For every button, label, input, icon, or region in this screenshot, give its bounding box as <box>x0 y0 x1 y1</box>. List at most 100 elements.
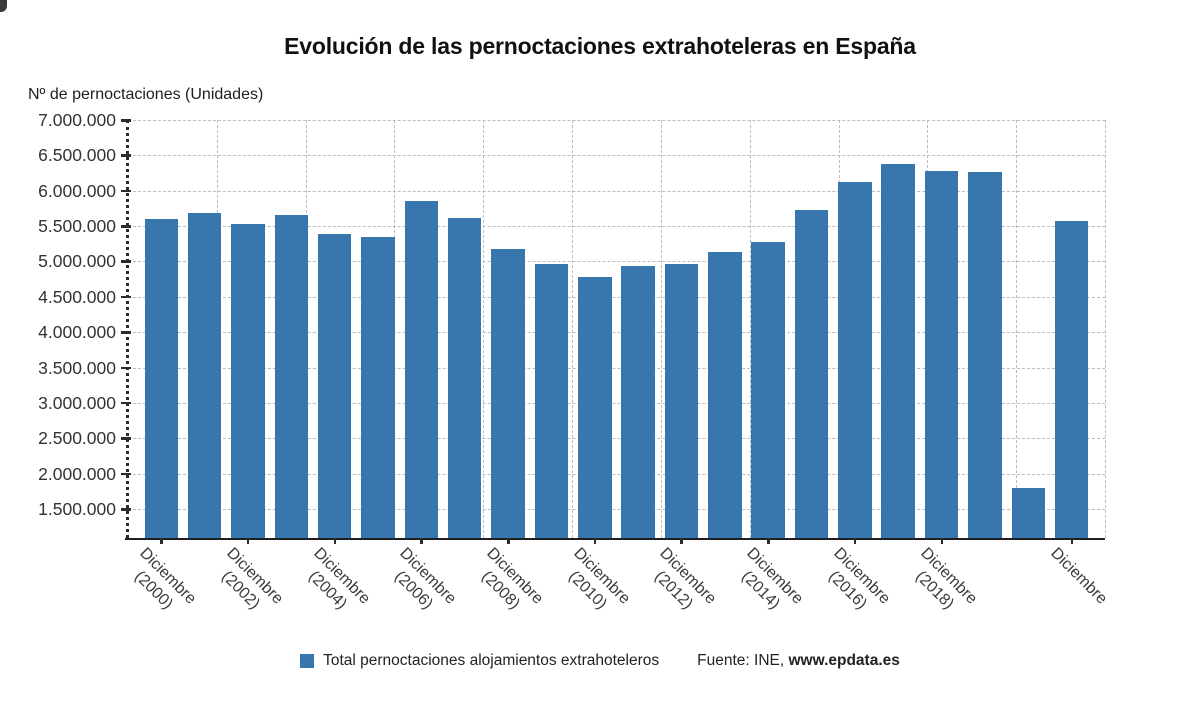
y-tick-label: 5.000.000 <box>38 251 116 272</box>
source-site: www.epdata.es <box>788 652 900 669</box>
x-tick-label: Diciembre (2006) <box>382 544 461 623</box>
y-tick-label: 6.000.000 <box>38 180 116 201</box>
bar-2008[interactable] <box>491 248 525 538</box>
y-tick-mark <box>121 366 131 370</box>
x-tick-mark <box>767 538 770 544</box>
y-tick-mark <box>121 508 131 511</box>
y-tick-label: 2.500.000 <box>38 428 116 449</box>
y-axis-line <box>126 120 129 538</box>
plot-area <box>121 119 1106 544</box>
gridline-vertical <box>1016 120 1018 538</box>
x-tick-label: Diciembre <box>1046 544 1111 609</box>
gridline-horizontal <box>128 190 1105 192</box>
bar-2005[interactable] <box>361 237 395 538</box>
bar-2021[interactable] <box>1054 221 1089 538</box>
y-tick-mark <box>121 225 131 228</box>
gridline-vertical <box>394 120 396 538</box>
bar-2015[interactable] <box>794 209 829 538</box>
bar-2017[interactable] <box>881 163 915 538</box>
x-tick-mark <box>940 538 944 544</box>
bar-2011[interactable] <box>621 266 655 538</box>
bar-2002[interactable] <box>231 223 265 538</box>
x-tick-label: Diciembre (2014) <box>729 544 808 623</box>
bar-2016[interactable] <box>838 181 872 538</box>
legend-item-total-pernoctaciones[interactable]: Total pernoctaciones alojamientos extrah… <box>300 652 659 670</box>
bar-2020[interactable] <box>1011 487 1045 538</box>
y-tick-label: 7.000.000 <box>38 110 116 130</box>
bar-2000[interactable] <box>144 219 178 538</box>
x-tick-mark <box>160 538 163 544</box>
x-tick-label: Diciembre (2016) <box>815 544 894 623</box>
bar-2003[interactable] <box>274 215 309 538</box>
y-tick-mark <box>121 295 131 299</box>
y-tick-mark <box>121 331 131 334</box>
y-tick-mark <box>121 472 131 476</box>
y-tick-mark <box>121 401 131 405</box>
x-tick-label: Diciembre (2018) <box>902 544 981 623</box>
bar-2001[interactable] <box>187 212 222 538</box>
x-tick-label: Diciembre (2002) <box>208 544 287 623</box>
y-tick-label: 3.000.000 <box>38 392 116 413</box>
gridline-horizontal <box>128 473 1105 475</box>
y-tick-mark <box>121 154 131 157</box>
y-tick-mark <box>121 189 131 193</box>
corner-artifact <box>0 0 7 12</box>
bar-2018[interactable] <box>924 170 959 538</box>
gridline-horizontal <box>128 261 1105 263</box>
chart-title: Evolución de las pernoctaciones extrahot… <box>284 33 916 59</box>
x-tick-mark <box>246 538 250 544</box>
x-tick-mark <box>507 538 510 544</box>
bar-2006[interactable] <box>404 200 439 538</box>
y-tick-label: 6.500.000 <box>38 145 116 166</box>
y-tick-label: 4.000.000 <box>38 322 116 343</box>
source-text: Fuente: INE, www.epdata.es <box>697 652 900 670</box>
legend-swatch <box>300 654 315 668</box>
y-tick-label: 2.000.000 <box>38 463 116 484</box>
y-tick-label: 3.500.000 <box>38 357 116 378</box>
gridline-horizontal <box>128 402 1105 404</box>
bar-2010[interactable] <box>578 277 612 538</box>
bar-2007[interactable] <box>447 218 482 538</box>
bar-2009[interactable] <box>534 264 569 538</box>
gridline-horizontal <box>128 226 1105 228</box>
bar-2013[interactable] <box>708 251 742 538</box>
y-tick-mark <box>121 260 131 263</box>
gridline-horizontal <box>128 509 1105 510</box>
x-tick-label-month: Diciembre <box>1046 544 1110 608</box>
y-tick-mark <box>121 119 131 122</box>
y-tick-label: 5.500.000 <box>38 216 116 237</box>
gridline-vertical <box>749 120 751 538</box>
gridline-horizontal <box>128 367 1105 369</box>
plot-right-border <box>1105 120 1106 538</box>
legend-label: Total pernoctaciones alojamientos extrah… <box>323 652 660 669</box>
x-tick-mark <box>853 538 857 544</box>
source-prefix: Fuente: INE, <box>697 652 789 669</box>
x-tick-mark <box>420 538 423 544</box>
bar-2012[interactable] <box>664 263 699 538</box>
gridline-vertical <box>660 120 662 538</box>
bar-2014[interactable] <box>751 242 785 538</box>
legend: Total pernoctaciones alojamientos extrah… <box>0 650 1200 672</box>
x-tick-label: Diciembre (2008) <box>468 544 547 623</box>
y-tick-mark <box>121 437 131 440</box>
gridline-horizontal <box>128 120 1105 121</box>
x-tick-mark <box>333 538 337 544</box>
gridline-vertical <box>483 120 485 538</box>
gridline-vertical <box>572 120 574 538</box>
x-axis-line <box>125 538 1105 540</box>
x-tick-label: Diciembre (2010) <box>555 544 634 623</box>
gridline-horizontal <box>128 296 1105 298</box>
y-tick-label: 4.500.000 <box>38 286 116 307</box>
x-tick-mark <box>1070 538 1074 544</box>
x-tick-label: Diciembre (2000) <box>122 544 201 623</box>
x-tick-mark <box>593 538 597 544</box>
gridline-horizontal <box>128 438 1105 440</box>
gridline-horizontal <box>128 155 1105 157</box>
bar-2019[interactable] <box>968 171 1002 538</box>
y-axis-unit-label: Nº de pernoctaciones (Unidades) <box>28 86 264 103</box>
x-tick-label: Diciembre (2004) <box>295 544 374 623</box>
gridline-horizontal <box>128 332 1105 334</box>
y-tick-label: 1.500.000 <box>38 499 116 519</box>
bar-2004[interactable] <box>317 233 352 538</box>
